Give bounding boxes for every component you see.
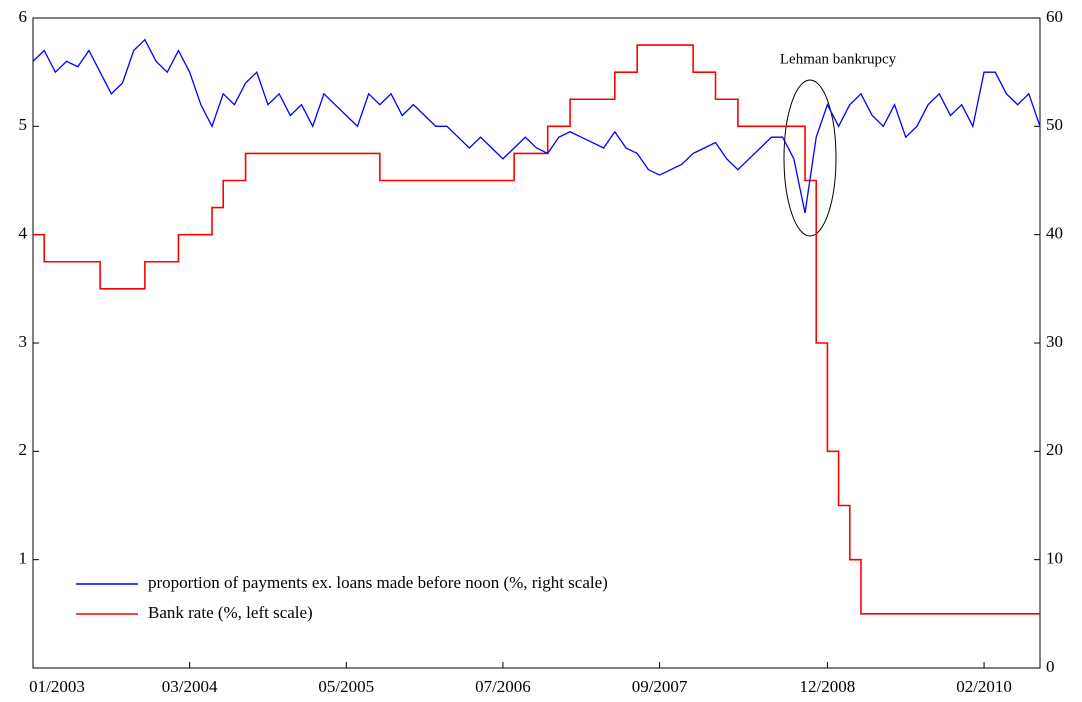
series-line: [32, 38, 1041, 214]
x-tick-label: 01/2003: [29, 677, 85, 696]
annotation: Lehman bankrupcy: [780, 51, 897, 67]
x-tick-label: 09/2007: [632, 677, 688, 696]
series-line: [33, 44, 1040, 615]
y2-tick-label: 0: [1046, 657, 1055, 676]
y2-tick-label: 50: [1046, 115, 1063, 134]
y-tick-label: 6: [19, 7, 28, 26]
y-tick-label: 4: [19, 224, 28, 243]
annotation-ellipse: [783, 79, 837, 237]
y2-tick-label: 40: [1046, 224, 1063, 243]
y2-tick-label: 30: [1046, 332, 1063, 351]
y-tick-label: 5: [19, 115, 28, 134]
y-tick-label: 1: [19, 549, 28, 568]
legend-label: proportion of payments ex. loans made be…: [148, 573, 608, 592]
x-tick-label: 03/2004: [162, 677, 218, 696]
x-tick-label: 02/2010: [956, 677, 1012, 696]
x-tick-label: 05/2005: [318, 677, 374, 696]
y-tick-label: 3: [19, 332, 28, 351]
y-tick-label: 2: [19, 440, 28, 459]
legend-label: Bank rate (%, left scale): [148, 603, 313, 622]
x-tick-label: 07/2006: [475, 677, 531, 696]
y2-tick-label: 60: [1046, 7, 1063, 26]
x-tick-label: 12/2008: [800, 677, 856, 696]
y2-tick-label: 10: [1046, 549, 1063, 568]
y2-tick-label: 20: [1046, 440, 1063, 459]
